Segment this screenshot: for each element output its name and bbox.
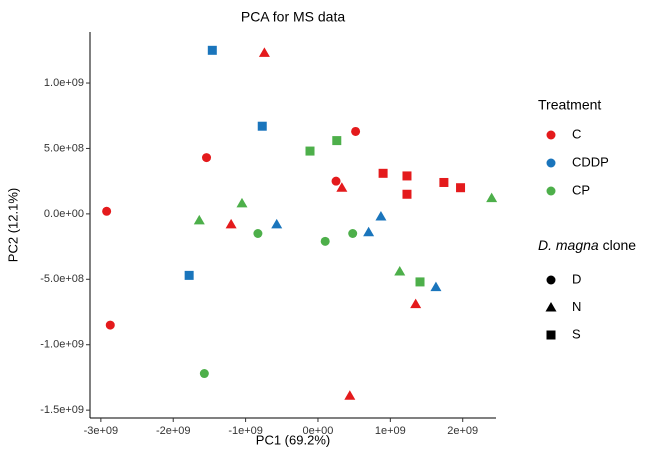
point bbox=[253, 229, 263, 239]
point bbox=[305, 146, 315, 156]
title-italic: D. magna bbox=[538, 237, 599, 253]
point bbox=[271, 218, 283, 229]
legend-shape bbox=[546, 330, 556, 340]
point bbox=[363, 226, 375, 237]
point bbox=[332, 136, 342, 146]
point bbox=[430, 281, 442, 292]
legend-label: CP bbox=[572, 182, 590, 197]
legend-label: S bbox=[572, 326, 581, 341]
x-tick-label: -1e+09 bbox=[228, 425, 263, 437]
legend-swatch bbox=[546, 130, 556, 140]
y-tick-label: 1.0e+09 bbox=[44, 77, 84, 89]
shape-legend-title: D. magna clone bbox=[538, 237, 636, 253]
color-legend-title: Treatment bbox=[538, 97, 601, 113]
x-tick-label: 1e+09 bbox=[375, 425, 406, 437]
title-rest: clone bbox=[599, 237, 637, 253]
point bbox=[225, 218, 237, 229]
y-tick-label: 5.0e+08 bbox=[44, 142, 84, 154]
point bbox=[394, 265, 406, 276]
point bbox=[331, 176, 341, 186]
x-tick-label: 0e+00 bbox=[303, 425, 334, 437]
point bbox=[105, 320, 115, 330]
legend-shape bbox=[545, 302, 557, 312]
legend-swatch bbox=[546, 186, 556, 196]
y-axis-label: PC2 (12.1%) bbox=[5, 188, 20, 262]
point bbox=[102, 206, 112, 216]
point bbox=[415, 277, 425, 287]
x-tick-label: -3e+09 bbox=[84, 425, 119, 437]
point bbox=[375, 210, 387, 221]
y-tick-label: 0.0e+00 bbox=[44, 208, 84, 220]
chart-title: PCA for MS data bbox=[241, 9, 345, 25]
point bbox=[410, 298, 422, 309]
point bbox=[486, 192, 498, 203]
point bbox=[344, 390, 356, 400]
legend-swatch bbox=[546, 158, 556, 168]
x-tick-label: 2e+09 bbox=[447, 425, 478, 437]
y-tick-label: -1.5e+09 bbox=[40, 404, 84, 416]
point bbox=[320, 236, 330, 246]
point bbox=[348, 229, 358, 239]
legend-label: D bbox=[572, 271, 581, 286]
point bbox=[378, 168, 388, 178]
point bbox=[456, 183, 466, 193]
legend-label: C bbox=[572, 126, 581, 141]
legend-label: N bbox=[572, 299, 581, 314]
point bbox=[236, 197, 248, 208]
x-axis-label: PC1 (69.2%) bbox=[256, 432, 330, 447]
x-tick-label: -2e+09 bbox=[156, 425, 191, 437]
y-tick-label: -5.0e+08 bbox=[40, 273, 84, 285]
point bbox=[184, 270, 194, 280]
point bbox=[193, 214, 205, 225]
point bbox=[207, 45, 217, 55]
point bbox=[202, 153, 212, 163]
y-tick-label: -1.0e+09 bbox=[40, 339, 84, 351]
point bbox=[257, 121, 267, 131]
point bbox=[258, 47, 270, 57]
legend-shape bbox=[546, 275, 556, 285]
point bbox=[351, 126, 361, 136]
point bbox=[439, 177, 449, 187]
point bbox=[402, 171, 412, 181]
point bbox=[402, 189, 412, 199]
point bbox=[336, 182, 348, 192]
point bbox=[199, 369, 209, 379]
legend-label: CDDP bbox=[572, 154, 609, 169]
